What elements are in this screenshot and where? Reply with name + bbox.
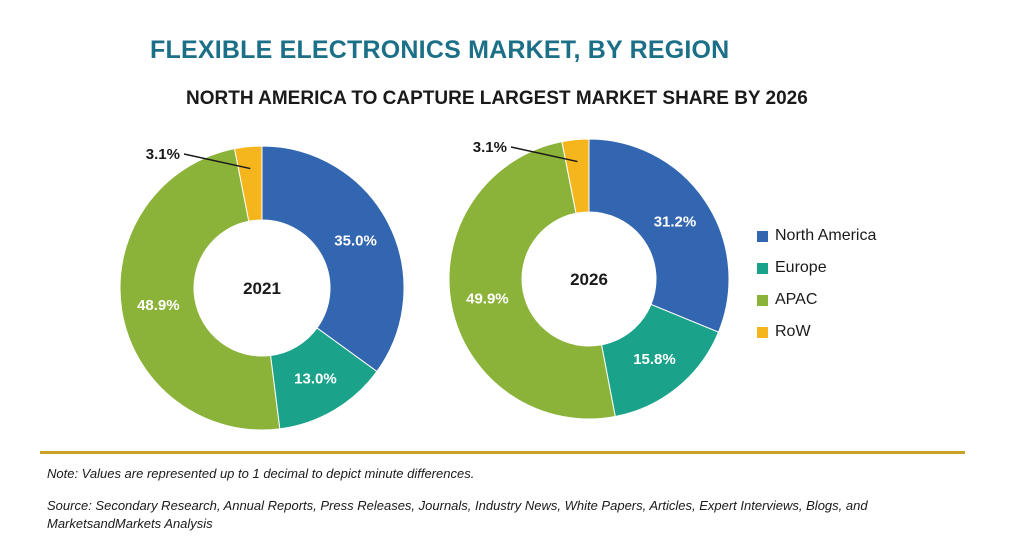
source-note: Source: Secondary Research, Annual Repor… — [47, 498, 868, 531]
data-label: 49.9% — [466, 291, 509, 308]
donut-slice-north-america — [261, 145, 405, 373]
legend-item-north-america: North America — [757, 220, 876, 252]
legend-item-europe: Europe — [757, 252, 876, 284]
data-label: 35.0% — [334, 232, 377, 249]
data-label: 31.2% — [654, 213, 697, 230]
donut-slice-apac — [119, 148, 281, 431]
legend-swatch — [757, 326, 768, 338]
data-label: 15.8% — [633, 351, 676, 368]
legend-swatch — [757, 262, 768, 274]
data-label: 3.1% — [473, 139, 507, 156]
chart-title: FLEXIBLE ELECTRONICS MARKET, BY REGION — [150, 36, 730, 64]
data-label: 13.0% — [294, 370, 337, 387]
legend-item-row: RoW — [757, 316, 876, 348]
donut-charts: 35.0% 13.0% 48.9% 3.1% 2021 31.2% 15.8% 49.9% 3.… — [119, 138, 730, 431]
data-label: 48.9% — [137, 297, 180, 314]
donut-slice-row — [561, 138, 590, 214]
chart-subtitle: NORTH AMERICA TO CAPTURE LARGEST MARKET … — [186, 88, 808, 109]
footnote: Note: Values are represented up to 1 dec… — [47, 466, 475, 481]
leader-line — [510, 146, 578, 163]
legend: North America Europe APAC RoW — [757, 220, 876, 348]
legend-label: RoW — [775, 323, 811, 340]
donut-slice-north-america — [588, 138, 730, 333]
divider — [40, 451, 965, 454]
legend-item-apac: APAC — [757, 284, 876, 316]
leader-line — [183, 153, 251, 170]
data-label: 3.1% — [146, 146, 180, 163]
legend-label: APAC — [775, 291, 818, 308]
donut-slice-apac — [448, 141, 616, 420]
legend-swatch — [757, 230, 768, 242]
legend-label: Europe — [775, 259, 827, 276]
donut-center-year: 2026 — [570, 270, 608, 289]
donut-slice-europe — [600, 303, 720, 418]
legend-label: North America — [775, 227, 877, 244]
legend-swatch — [757, 294, 768, 306]
donut-center-year: 2021 — [243, 279, 281, 298]
donut-slice-row — [233, 145, 263, 222]
